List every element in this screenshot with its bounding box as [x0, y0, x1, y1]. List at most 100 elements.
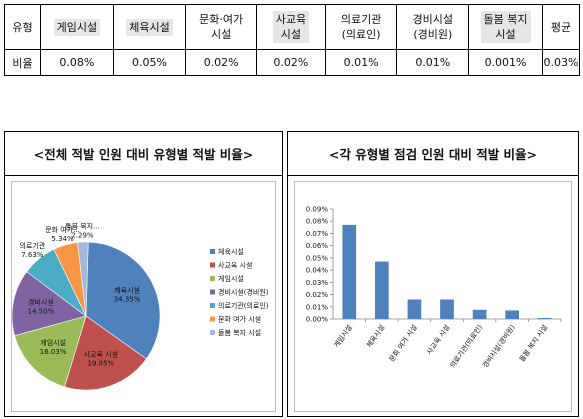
table-header-text: 돌봄 복지: [483, 13, 528, 26]
pie-data-label: 19.85%: [87, 359, 114, 367]
y-tick-label: 0.00%: [306, 316, 329, 324]
pie-data-label: 14.50%: [28, 308, 55, 316]
table-header-text: 문화·여가: [199, 13, 244, 26]
legend-swatch: [210, 316, 215, 322]
pie-slice: [77, 241, 89, 317]
pie-slice-label: 돌봄 복지...: [65, 222, 100, 231]
table-header-cell: 의료기관 (의료인): [324, 4, 398, 50]
table-header-text: (경비원): [413, 28, 453, 41]
legend-entry: 체육시설: [218, 248, 244, 256]
table-value-cell: 0.01%: [396, 49, 470, 76]
table-header-cell: 평균: [541, 4, 581, 50]
table-header-cell: 체육시설: [112, 4, 187, 50]
bar-chart: 0.00% 0.01% 0.02% 0.03% 0.04% 0.05% 0.06% 0.07%…: [306, 206, 562, 370]
pie-slice: [12, 271, 87, 337]
bar-chart-box: 0.00% 0.01% 0.02% 0.03% 0.04% 0.05% 0.06% 0.07%…: [294, 181, 572, 412]
legend-entry: 돌봄 복지 시설: [218, 328, 261, 337]
legend-swatch: [210, 330, 215, 335]
pie-data-label: 16.03%: [40, 348, 67, 356]
table-value-cell: 0.08%: [40, 49, 114, 76]
y-tick-label: 0.02%: [306, 291, 329, 299]
pie-slice-label: 경비시설: [28, 298, 54, 307]
table-value-cell: 0.001%: [468, 49, 543, 76]
y-tick-label: 0.03%: [306, 279, 329, 287]
table-header-text: 시설: [495, 28, 516, 41]
legend-entry: 문화 여가 시설: [218, 315, 261, 324]
legend-swatch: [210, 249, 215, 254]
legend-swatch: [210, 276, 215, 281]
x-tick-label: 의료기관(의료인): [448, 323, 485, 370]
y-tick-label: 0.04%: [306, 267, 329, 275]
bar: [407, 299, 422, 319]
x-tick-label: 사교육 시설: [425, 323, 452, 356]
table-row-label: 비율: [3, 49, 42, 76]
pie-slice: [64, 315, 147, 391]
table-header-text: 유형: [12, 20, 33, 34]
legend-entry: 게임시설: [218, 274, 244, 283]
x-tick-label: 경비시설(경비원): [480, 323, 517, 370]
x-tick-label: 문화 여가 시설: [387, 323, 419, 363]
bar-panel-title: <각 유형별 점검 인원 대비 적발 비율>: [288, 132, 578, 176]
table-value-cell: 0.01%: [324, 49, 398, 76]
table-value-cell: 0.03%: [541, 49, 581, 76]
legend-swatch: [210, 262, 215, 268]
table-header-text: 의료기관: [340, 13, 382, 26]
bar: [342, 224, 357, 319]
y-tick-label: 0.06%: [306, 242, 329, 250]
y-tick-label: 0.08%: [306, 218, 329, 226]
bar: [375, 261, 389, 319]
legend-entry: 의료기관(의료인): [218, 301, 269, 310]
pie-slice: [85, 241, 161, 360]
pie-panel-title: <전체 적발 인원 대비 유형별 적발 비율>: [5, 132, 282, 176]
table-header-text: 평균: [550, 20, 572, 34]
table-header-text: 사교육: [275, 13, 307, 26]
pie-slice-label: 의료기관: [19, 241, 45, 250]
ratio-table: 유형 게임시설 체육시설 문화·여가 시설 사교육 시설 의료기관 (의료인) 경비시설 (경비원)…: [3, 4, 581, 76]
x-tick-label: 체육시설: [365, 324, 386, 350]
table-header-text: (의료인): [341, 28, 381, 41]
table-header-cell: 게임시설: [40, 4, 114, 50]
table-value-row: 비율 0.08% 0.05% 0.02% 0.02% 0.01% 0.01% 0.001% 0.…: [3, 49, 581, 76]
x-tick-label: 게임시설: [332, 323, 354, 349]
legend-swatch: [210, 303, 215, 308]
bar-panel: <각 유형별 점검 인원 대비 적발 비율> 0.00% 0.01% 0.02% 0.…: [287, 131, 579, 417]
table-header-text: 경비시설: [412, 13, 454, 26]
bar: [505, 310, 519, 319]
pie-data-label: 5.34%: [51, 235, 74, 243]
pie-panel: <전체 적발 인원 대비 유형별 적발 비율> 체육시설 34.35% 사교육 시설…: [4, 131, 283, 417]
pie-chart-box: 체육시설 34.35% 사교육 시설 19.85% 게임시설 16.03% 경비시설 14.5…: [11, 181, 276, 412]
table-header-text: 시설: [211, 28, 232, 41]
pie-data-label: 2.29%: [71, 232, 94, 240]
y-tick-label: 0.01%: [306, 303, 329, 311]
legend-entry: 사교육 시설: [218, 261, 252, 270]
table-header-cell: 경비시설 (경비원): [396, 4, 470, 50]
pie-slice-label: 문화 여가...: [45, 225, 80, 234]
legend-entry: 경비시설(경비원): [218, 288, 269, 297]
table-value-cell: 0.05%: [112, 49, 187, 76]
table-value-cell: 0.02%: [185, 49, 258, 76]
bar: [472, 309, 487, 319]
pie-slice-label: 체육시설: [114, 287, 140, 295]
y-tick-label: 0.05%: [306, 254, 329, 262]
table-value-cell: 0.02%: [256, 49, 326, 76]
bar: [537, 318, 552, 319]
pie-slice: [14, 315, 87, 388]
table-header-text: 시설: [280, 28, 302, 41]
table-header-text: 게임시설: [56, 20, 98, 34]
pie-slice-label: 게임시설: [40, 338, 66, 347]
table-header-cell: 유형: [3, 4, 42, 50]
table-header-row: 유형 게임시설 체육시설 문화·여가 시설 사교육 시설 의료기관 (의료인) 경비시설 (경비원)…: [3, 4, 581, 50]
x-tick-label: 돌봄 복지 시설: [517, 323, 549, 363]
table-header-text: 체육시설: [129, 20, 170, 34]
bar: [440, 299, 454, 319]
pie-data-label: 7.63%: [21, 251, 44, 259]
y-tick-label: 0.07%: [306, 230, 329, 238]
y-tick-label: 0.09%: [306, 206, 329, 214]
legend-swatch: [210, 289, 215, 295]
pie-slice-label: 사교육 시설: [84, 349, 118, 358]
pie-data-label: 34.35%: [114, 296, 141, 304]
